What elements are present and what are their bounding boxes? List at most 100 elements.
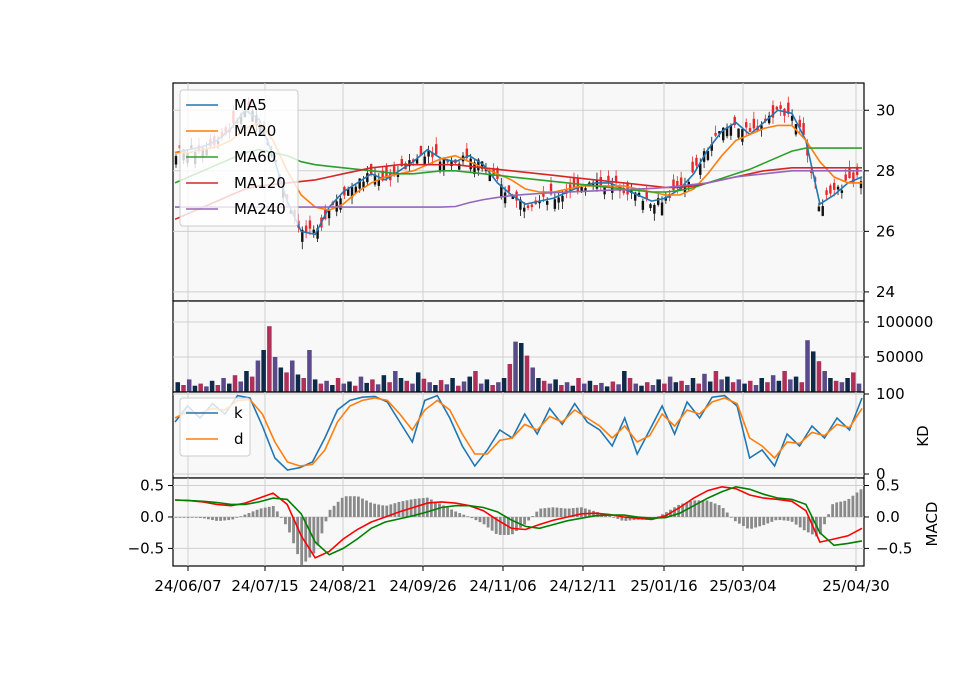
macd-histogram-bar: [733, 516, 737, 522]
macd-histogram-bar: [515, 516, 518, 532]
volume-bar: [186, 379, 192, 392]
volume-bar: [295, 374, 301, 392]
macd-histogram-bar: [207, 516, 210, 520]
candle-body: [836, 186, 840, 190]
macd-histogram-bar: [324, 516, 328, 522]
volume-bar: [742, 383, 747, 392]
candle-body: [526, 205, 530, 208]
candle-body: [802, 123, 805, 135]
volume-bar: [198, 383, 203, 392]
macd-histogram-bar: [709, 501, 713, 517]
volume-bar: [461, 381, 467, 392]
kd-y-tick-label: 0: [876, 465, 886, 483]
candle-body: [450, 160, 453, 167]
macd-histogram-bar: [215, 516, 218, 521]
volume-bar: [616, 384, 621, 392]
macd-histogram-bar: [352, 496, 356, 517]
candle-body: [733, 116, 736, 126]
macd-histogram-bar: [579, 507, 583, 517]
volume-bar: [284, 372, 289, 392]
candle-body: [427, 150, 430, 157]
candle-body: [369, 164, 373, 175]
candle-body: [473, 162, 476, 175]
volume-bar: [444, 384, 450, 392]
volume-bar: [725, 376, 730, 392]
volume-bar: [593, 385, 598, 392]
volume-bar: [415, 372, 421, 392]
candle-body: [347, 189, 350, 196]
volume-bar: [450, 378, 455, 392]
volume-bar: [719, 379, 724, 392]
macd-histogram-bar: [211, 516, 214, 521]
macd-histogram-bar: [190, 516, 194, 518]
macd-histogram-bar: [782, 516, 786, 521]
candle-body: [595, 179, 599, 189]
macd-histogram-bar: [389, 504, 393, 517]
candle-body: [316, 228, 319, 239]
candle-body: [752, 118, 756, 129]
macd-histogram-bar: [717, 505, 721, 517]
macd-histogram-bar: [806, 516, 810, 533]
macd-histogram-bar: [300, 516, 304, 565]
macd-histogram-bar: [794, 516, 798, 525]
candle-body: [741, 129, 744, 142]
volume-bar: [249, 376, 255, 392]
candle-body: [511, 195, 514, 200]
candle-body: [174, 156, 178, 165]
volume-bar: [352, 385, 358, 392]
candle-body: [771, 105, 775, 118]
legend-label-ma60: MA60: [234, 148, 276, 166]
volume-bar: [496, 382, 501, 392]
macd-y-tick-label-right: 0.0: [876, 508, 900, 526]
macd-histogram-bar: [859, 489, 863, 517]
volume-bar: [478, 383, 484, 392]
macd-histogram-bar: [778, 516, 782, 521]
macd-histogram-bar: [174, 516, 178, 518]
candle-body: [660, 202, 664, 216]
legend-box: [179, 89, 299, 227]
candle-body: [683, 184, 687, 193]
price-y-tick-label: 28: [876, 162, 895, 180]
macd-histogram-bar: [583, 508, 587, 517]
candle-body: [641, 200, 645, 210]
macd-histogram-bar: [275, 511, 279, 517]
volume-bar: [656, 379, 661, 392]
macd-histogram-bar: [259, 508, 263, 517]
macd-histogram-bar: [247, 512, 251, 517]
volume-bar: [730, 382, 736, 392]
candle-body: [373, 174, 377, 185]
candle-body: [840, 190, 844, 193]
candle-body: [614, 175, 618, 183]
macd-y-tick-label-left: −0.5: [128, 539, 164, 557]
candle-body: [561, 195, 564, 202]
volume-bar: [845, 378, 850, 392]
volume-bar: [810, 351, 816, 392]
candle-body: [775, 106, 779, 110]
volume-bar: [524, 355, 530, 392]
macd-histogram-bar: [660, 514, 664, 517]
macd-histogram-bar: [271, 506, 275, 517]
macd-histogram-bar: [316, 516, 320, 546]
macd-histogram-bar: [547, 507, 551, 517]
macd-histogram-bar: [502, 516, 506, 535]
macd-histogram-bar: [628, 516, 632, 521]
candle-body: [549, 183, 553, 195]
candle-body: [480, 161, 484, 169]
candle-body: [584, 188, 587, 193]
volume-bar: [639, 385, 644, 392]
candle-body: [419, 146, 423, 156]
macd-y-tick-label-left: 0.5: [140, 477, 164, 495]
candle-body: [557, 197, 560, 203]
macd-histogram-bar: [255, 509, 259, 517]
macd-histogram-bar: [348, 496, 352, 517]
volume-bar: [793, 376, 799, 392]
macd-histogram-bar: [397, 501, 401, 517]
macd-histogram-bar: [596, 512, 599, 517]
volume-bar: [232, 375, 238, 392]
volume-bar: [261, 350, 266, 392]
macd-histogram-bar: [279, 516, 283, 518]
macd-histogram-bar: [231, 516, 235, 520]
macd-histogram-bar: [551, 507, 555, 517]
volume-bar: [393, 371, 398, 392]
macd-histogram-bar: [243, 514, 247, 517]
